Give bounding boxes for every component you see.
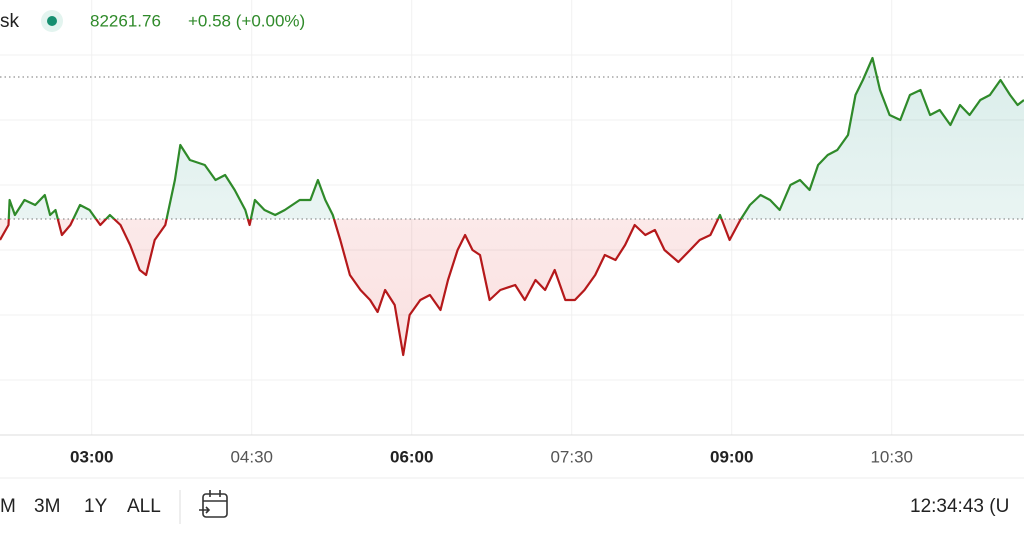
range-button[interactable]: M [0, 496, 16, 517]
price-change: +0.58 (+0.00%) [188, 11, 305, 30]
range-button[interactable]: ALL [127, 496, 161, 517]
range-button[interactable]: 1Y [84, 496, 108, 517]
x-tick-label: 04:30 [230, 447, 273, 466]
status-dot [47, 16, 57, 26]
calendar-icon[interactable] [199, 490, 228, 518]
toolbar: M 3M 1Y ALL [0, 496, 161, 517]
price: 82261.76 [90, 11, 161, 30]
area-down [0, 219, 1024, 355]
x-tick-label: 03:00 [70, 447, 113, 466]
x-tick-label: 10:30 [870, 447, 913, 466]
grid [0, 0, 1024, 435]
x-tick-label: 07:30 [550, 447, 593, 466]
range-button[interactable]: 3M [34, 496, 60, 517]
price-line-down [0, 219, 743, 357]
clock: 12:34:43 (U [910, 496, 1009, 517]
symbol: sk [0, 11, 20, 32]
x-tick-label: 06:00 [390, 447, 433, 466]
price-line-up [7, 56, 1024, 219]
area-up [0, 58, 1024, 219]
x-tick-label: 09:00 [710, 447, 753, 466]
